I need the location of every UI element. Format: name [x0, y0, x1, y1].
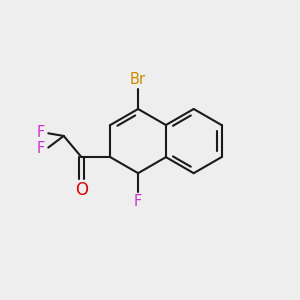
Text: F: F — [134, 194, 142, 209]
Text: F: F — [37, 125, 45, 140]
Text: Br: Br — [130, 72, 146, 87]
Text: F: F — [37, 141, 45, 156]
Text: O: O — [75, 181, 88, 199]
